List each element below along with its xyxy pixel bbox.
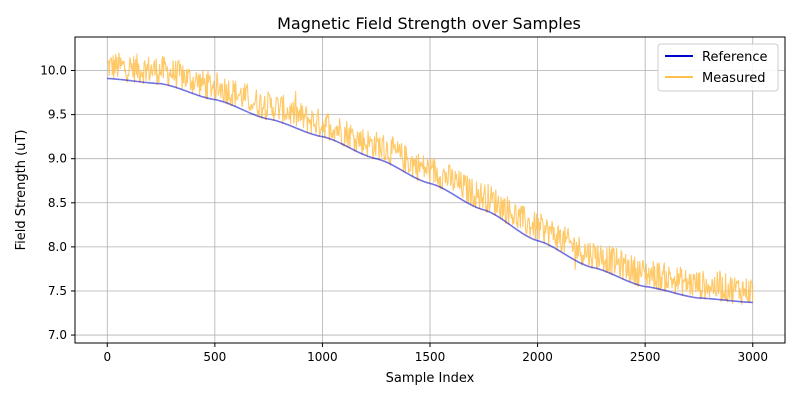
y-axis-label: Field Strength (uT) — [14, 130, 29, 251]
chart-title: Magnetic Field Strength over Samples — [277, 14, 581, 33]
y-tick-label: 7.5 — [48, 284, 67, 298]
y-tick-label: 7.0 — [48, 328, 67, 342]
y-tick-label: 8.0 — [48, 240, 67, 254]
legend-label-measured: Measured — [702, 71, 766, 86]
grid — [75, 37, 785, 343]
x-tick-label: 500 — [203, 350, 226, 364]
x-tick-label: 1000 — [307, 350, 338, 364]
legend-label-reference: Reference — [702, 50, 767, 65]
y-axis: 7.0 7.5 8.0 8.5 9.0 9.5 10.0 — [40, 64, 75, 342]
y-tick-label: 9.5 — [48, 108, 67, 122]
x-axis: 0 500 1000 1500 2000 2500 3000 — [103, 343, 768, 364]
x-tick-label: 2500 — [630, 350, 661, 364]
x-axis-label: Sample Index — [386, 371, 475, 386]
legend: Reference Measured — [657, 43, 779, 92]
series-measured-line — [106, 52, 754, 305]
series-reference-line — [107, 77, 753, 304]
series-layer — [106, 52, 754, 305]
x-tick-label: 0 — [103, 350, 111, 364]
y-tick-label: 10.0 — [40, 64, 67, 78]
x-tick-label: 2000 — [522, 350, 553, 364]
y-tick-label: 9.0 — [48, 152, 67, 166]
y-tick-label: 8.5 — [48, 196, 67, 210]
x-tick-label: 3000 — [737, 350, 768, 364]
x-tick-label: 1500 — [415, 350, 446, 364]
